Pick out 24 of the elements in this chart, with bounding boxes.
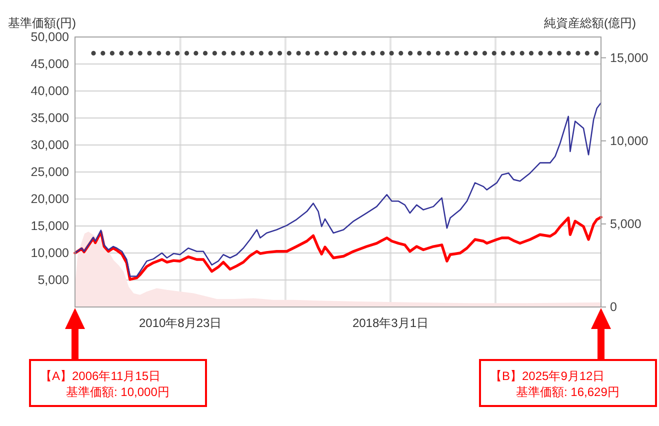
x-tick-label: 2018年3月1日: [352, 316, 428, 330]
y-axis-title: 基準価額(円): [8, 16, 76, 30]
y-tick-label: 20,000: [30, 192, 70, 206]
y2-axis-title: 純資産総額(億円): [544, 16, 636, 30]
y2-tick-label: 5,000: [610, 216, 642, 231]
y-tick-label: 5,000: [38, 273, 70, 287]
text: 【A】2006年11月15日: [40, 369, 161, 383]
y-tick-label: 25,000: [30, 165, 70, 179]
y-tick-label: 40,000: [30, 84, 70, 98]
y2-tick-label: 10,000: [610, 134, 648, 148]
y-tick-label: 10,000: [30, 246, 70, 260]
y2-tick-label: 15,000: [610, 50, 648, 65]
text: 【B】2025年9月12日: [490, 369, 605, 383]
y-tick-label: 30,000: [30, 138, 70, 152]
text: 基準価額: 16,629円: [516, 385, 620, 399]
y-tick-label: 45,000: [30, 57, 70, 71]
text: 基準価額: 10,000円: [66, 385, 170, 399]
line-series: [74, 216, 602, 281]
line-series: [74, 102, 602, 277]
y2-tick-label: 0: [610, 300, 617, 314]
y-tick-label: 15,000: [30, 219, 70, 233]
y-tick-label: 50,000: [30, 30, 70, 44]
x-tick-label: 2010年8月23日: [138, 316, 222, 330]
y-tick-label: 35,000: [30, 111, 70, 125]
